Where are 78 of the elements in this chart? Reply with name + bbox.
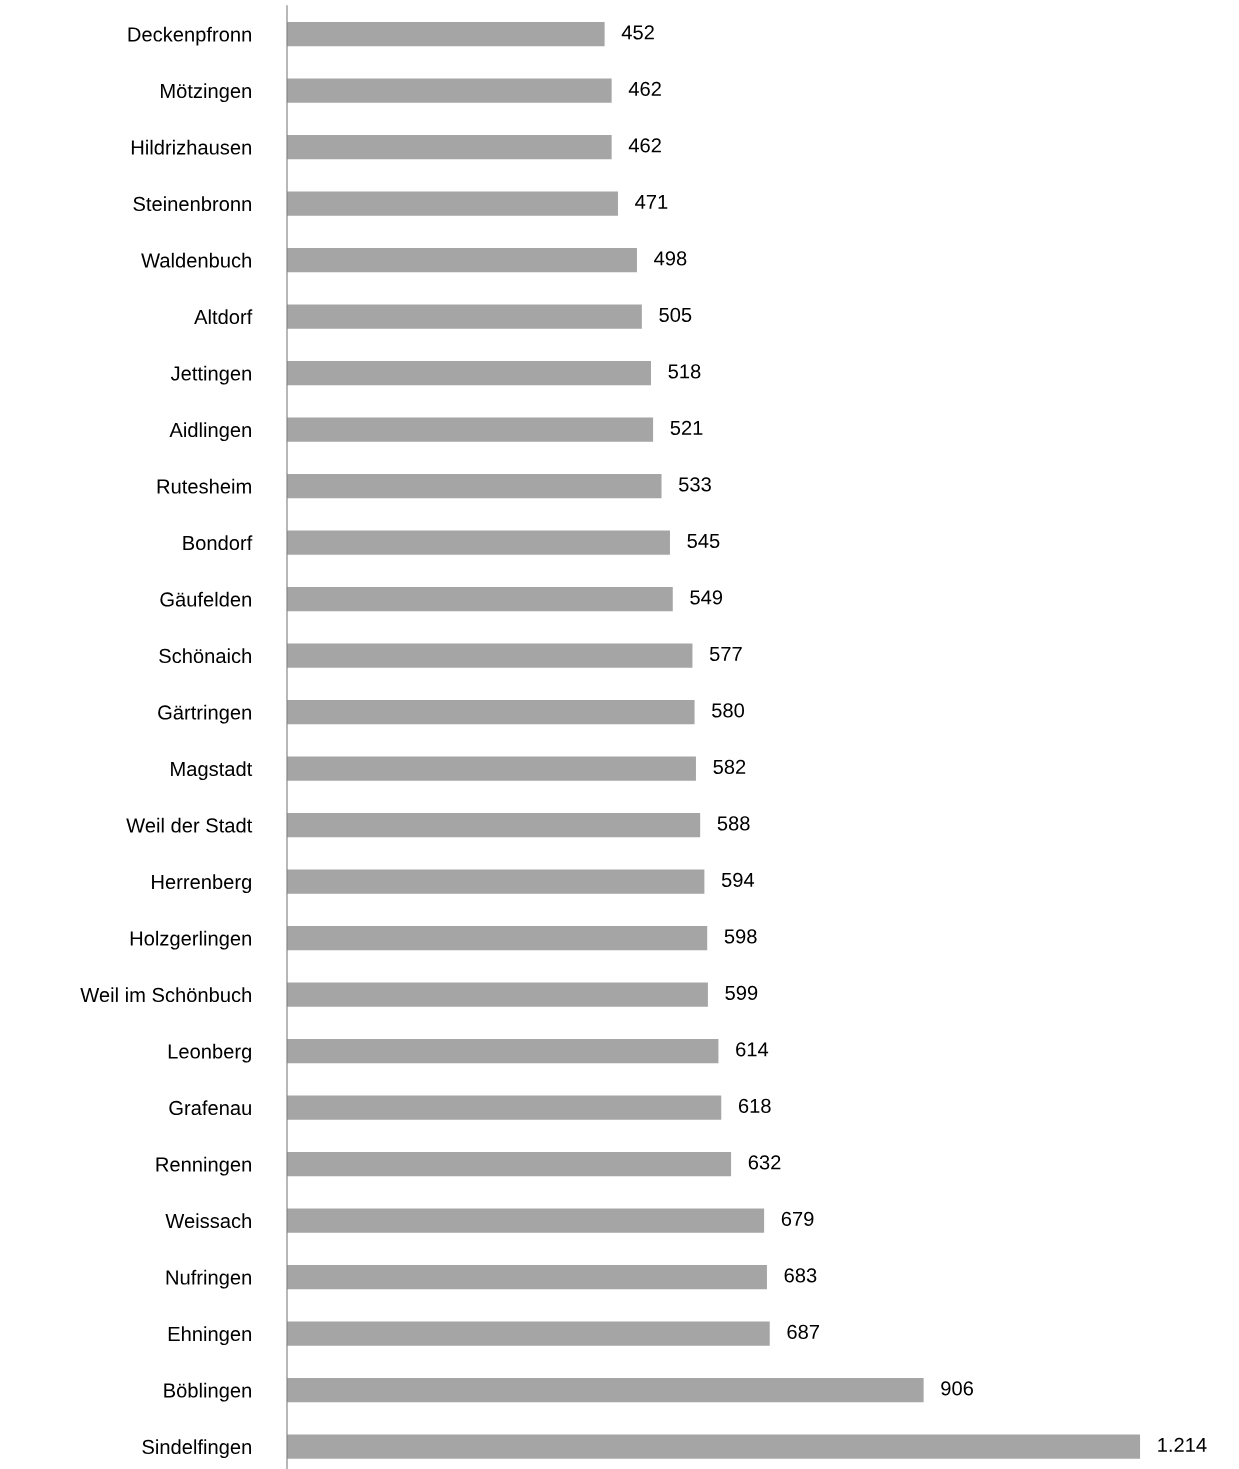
y-tick-label: Altdorf [194,309,253,325]
y-tick-label: Nufringen [166,1269,251,1289]
data-label: 598 [724,929,757,944]
y-tick-label: Weissach [165,1213,251,1229]
bar [287,530,670,555]
bar [287,1321,770,1346]
y-tick-label: Bondorf [183,535,253,551]
bar [287,473,662,499]
y-tick-label: Rutesheim [157,478,251,494]
bar [287,304,642,329]
bar [287,1264,767,1290]
y-tick-label: Aidlingen [169,422,251,442]
data-label: 1.214 [1158,1437,1207,1452]
data-label: 462 [628,81,661,97]
data-label: 588 [717,816,750,831]
bar [287,699,695,725]
data-label: 498 [654,251,687,266]
data-label: 906 [941,1381,973,1396]
y-tick-label: Grafenau [169,1100,251,1116]
bar [287,417,654,442]
bar [287,982,708,1007]
data-label: 452 [621,25,654,40]
bar [287,360,651,386]
y-tick-label: Weil der Stadt [126,817,253,833]
y-tick-label: Waldenbuch [141,252,251,268]
bar [287,134,612,160]
bar [287,247,637,273]
data-label: 521 [670,420,703,436]
data-label: 462 [628,138,661,153]
y-tick-label: Hildrizhausen [131,139,251,155]
y-tick-label: Holzgerlingen [130,930,251,950]
y-tick-label: Sindelfingen [142,1439,251,1459]
y-tick-label: Magstadt [171,761,253,781]
y-tick-label: Weil im Schönbuch [80,987,251,1003]
bar [287,869,705,894]
bar [287,1151,732,1177]
data-label: 577 [709,646,742,662]
bar [287,925,708,951]
bar [287,191,618,216]
bar [287,1208,765,1233]
y-tick-label: Herrenberg [152,874,251,894]
y-tick-label: Steinenbronn [133,196,251,212]
y-tick-label: Gärtringen [158,704,251,724]
y-tick-label: Renningen [156,1156,251,1176]
bar [287,1377,924,1403]
data-label: 599 [725,985,758,1001]
data-label: 632 [748,1155,781,1170]
y-tick-label: Deckenpfronn [128,26,251,46]
data-label: 505 [659,307,692,323]
bar [287,812,701,838]
bar [287,78,612,103]
data-label: 594 [721,872,755,888]
data-label: 582 [713,759,746,775]
data-label: 518 [668,364,701,379]
y-tick-label: Mötzingen [161,83,251,103]
y-tick-label: Jettingen [170,365,251,385]
bar [287,1095,722,1120]
data-label: 545 [687,533,720,549]
y-tick-label: Gäufelden [160,591,251,607]
data-label: 683 [784,1268,817,1283]
data-label: 614 [736,1042,769,1057]
y-tick-label: Ehningen [168,1326,251,1346]
y-tick-label: Leonberg [168,1043,251,1063]
bar [287,1038,719,1064]
data-label: 679 [781,1211,814,1227]
data-label: 533 [679,477,711,492]
y-tick-label: Schönaich [159,648,251,664]
bar [287,586,673,612]
bar [287,1434,1141,1459]
data-label: 471 [635,194,668,209]
bar [287,21,605,47]
data-label: 618 [738,1098,771,1114]
y-tick-label: Böblingen [164,1382,251,1402]
data-label: 687 [787,1324,819,1340]
bar [287,643,693,668]
data-label: 549 [690,590,723,605]
data-label: 580 [712,703,745,718]
bar [287,756,696,781]
